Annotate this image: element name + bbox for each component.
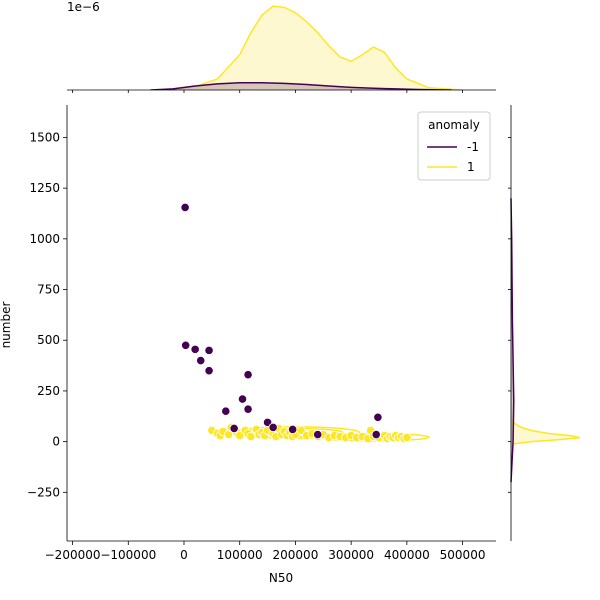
y-tick-label: 1000: [29, 232, 60, 246]
marginal-x-content: [150, 5, 463, 90]
scatter-point-anomaly: [190, 344, 200, 354]
x-tick-label: −100000: [100, 548, 156, 562]
scatter-point-anomaly: [243, 370, 253, 380]
y-tick-label: 1250: [29, 181, 60, 195]
scatter-point-anomaly: [229, 423, 239, 434]
legend: anomaly -1 1: [417, 111, 491, 181]
scatter-point-anomaly: [237, 394, 248, 404]
marginal-y-fill-normal: [511, 417, 580, 448]
legend-label-0: -1: [467, 140, 479, 154]
scatter-point-anomaly: [204, 366, 214, 376]
scatter-point-anomaly: [268, 422, 278, 433]
x-tick-label: −200000: [45, 548, 101, 562]
y-tick-label: −250: [27, 485, 60, 499]
x-axis-label: N50: [269, 571, 293, 585]
marginal-y-line-normal: [510, 416, 581, 449]
x-tick-label: 0: [180, 548, 188, 562]
marginal-x-line-normal: [150, 5, 463, 90]
marginal-y-line-anomaly: [510, 198, 515, 483]
scatter-point-normal: [402, 432, 412, 443]
scatter-point-anomaly: [180, 202, 190, 213]
legend-box: [417, 111, 491, 181]
scatter-point-anomaly: [181, 340, 191, 350]
x-tick-label: 400000: [384, 548, 430, 562]
legend-label-1: 1: [467, 160, 475, 174]
y-tick-label: 1500: [29, 130, 60, 144]
scatter-point-anomaly: [243, 404, 253, 414]
x-tick-label: 300000: [328, 548, 374, 562]
marginal-x-line-anomaly: [150, 81, 452, 90]
legend-title: anomaly: [428, 118, 480, 132]
scatter-point-anomaly: [288, 424, 298, 435]
y-tick-label: 750: [37, 283, 60, 297]
scatter-point-anomaly: [221, 406, 231, 416]
scatter-point-anomaly: [371, 429, 381, 440]
plot-content: [180, 202, 430, 444]
main-plot-area: −200000 −100000 0 100000 200000 300000 400000 5…: [27, 105, 496, 562]
x-tick-label: 200000: [273, 548, 319, 562]
scatter-point-anomaly: [204, 345, 214, 355]
y-tick-label: 250: [37, 384, 60, 398]
scatter-point-anomaly: [313, 429, 323, 440]
x-tick-label: 100000: [217, 548, 263, 562]
y-tick-label: 500: [37, 333, 60, 347]
offset-text: 1e−6: [67, 0, 100, 14]
scatter-point-anomaly: [373, 412, 383, 422]
scatter-point-normal: [246, 431, 256, 442]
y-tick-label: 0: [52, 435, 60, 449]
marginal-x-fill-anomaly: [150, 82, 452, 90]
marginal-x-panel: [67, 5, 496, 93]
marginal-x-fill-normal: [150, 6, 463, 90]
marginal-y-panel: [508, 105, 581, 541]
scatter-point-anomaly: [196, 355, 206, 366]
x-tick-label: 500000: [440, 548, 486, 562]
y-axis-label: number: [0, 302, 13, 349]
